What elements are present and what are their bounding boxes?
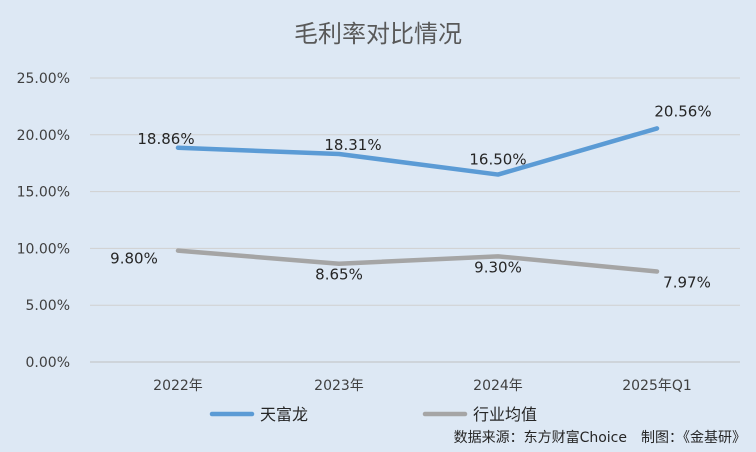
x-tick-label: 2023年	[314, 378, 364, 394]
x-tick-label: 2022年	[153, 378, 203, 394]
chart-title: 毛利率对比情况	[294, 20, 462, 48]
legend-label-1: 天富龙	[260, 405, 308, 424]
data-label: 7.97%	[663, 273, 711, 291]
y-tick-label: 5.00%	[26, 298, 70, 314]
y-tick-label: 15.00%	[17, 185, 70, 201]
y-tick-label: 10.00%	[17, 241, 70, 257]
y-axis-ticks: 0.00% 5.00% 10.00% 15.00% 20.00% 25.00%	[17, 71, 70, 371]
x-tick-label: 2025年Q1	[622, 378, 692, 394]
y-tick-label: 25.00%	[17, 71, 70, 87]
y-tick-label: 20.00%	[17, 128, 70, 144]
series-line-1	[175, 126, 660, 177]
y-tick-label: 0.00%	[26, 355, 70, 371]
series-lines	[175, 126, 660, 274]
source-note: 数据来源：东方财富Choice 制图：《金基研》	[454, 429, 746, 446]
legend: 天富龙 行业均值	[209, 405, 537, 424]
x-tick-label: 2024年	[473, 378, 523, 394]
x-axis-ticks: 2022年 2023年 2024年 2025年Q1	[153, 378, 692, 394]
data-labels: 18.86% 18.31% 16.50% 20.56% 9.80% 8.65% 9.30% 7…	[110, 102, 711, 291]
legend-label-2: 行业均值	[473, 405, 537, 424]
series-line-2	[175, 248, 660, 274]
data-label: 18.31%	[324, 136, 381, 154]
data-label: 9.30%	[474, 258, 522, 276]
data-label: 8.65%	[315, 266, 363, 284]
data-label: 16.50%	[469, 151, 526, 169]
data-label: 18.86%	[137, 130, 194, 148]
data-label: 20.56%	[654, 102, 711, 120]
grid-lines	[90, 77, 740, 363]
data-label: 9.80%	[110, 250, 158, 268]
